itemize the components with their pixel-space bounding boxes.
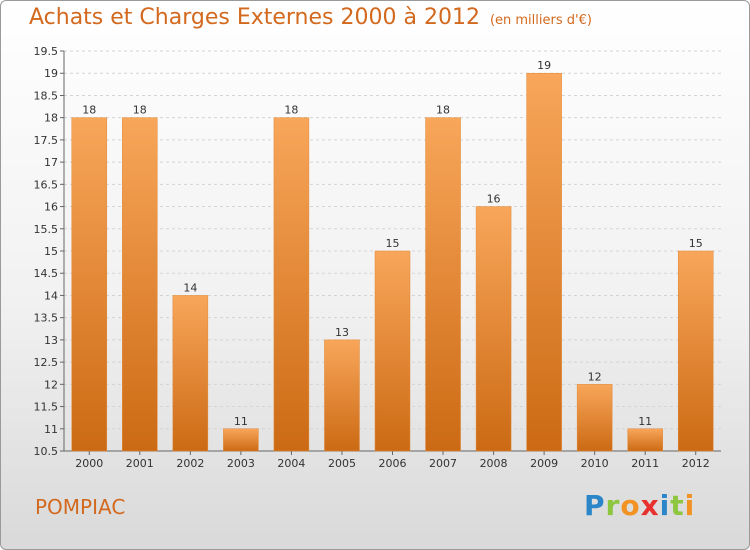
bar bbox=[273, 117, 310, 452]
labels: 10.5 11 11.5 12 12.5 13 13.5 14 14.5 15 15.5 16 16.5… bbox=[34, 45, 710, 470]
bar bbox=[71, 117, 108, 452]
y-tick-label: 17.5 bbox=[34, 134, 59, 147]
y-tick-label: 15 bbox=[44, 245, 58, 258]
y-tick-label: 11.5 bbox=[34, 401, 59, 414]
x-tick-label: 2000 bbox=[75, 457, 103, 470]
x-tick-label: 2008 bbox=[480, 457, 508, 470]
y-tick-label: 16.5 bbox=[34, 178, 59, 191]
title-text: Achats et Charges Externes 2000 à 2012 bbox=[29, 5, 480, 30]
x-tick-label: 2004 bbox=[277, 457, 305, 470]
bar bbox=[475, 206, 512, 452]
y-tick-label: 14 bbox=[44, 289, 58, 302]
x-tick-label: 2006 bbox=[379, 457, 407, 470]
bar bbox=[122, 117, 158, 452]
location-label: POMPIAC bbox=[35, 495, 126, 519]
logo-letter: o bbox=[620, 489, 641, 522]
bar bbox=[223, 428, 259, 452]
unit-label: (en milliers d'€) bbox=[489, 13, 592, 28]
x-tick-label: 2009 bbox=[530, 457, 558, 470]
bar-value-label: 18 bbox=[284, 104, 298, 117]
logo-letter: r bbox=[605, 489, 621, 522]
logo-letter: P bbox=[584, 489, 606, 522]
bar bbox=[677, 250, 714, 452]
logo-letter: i bbox=[659, 489, 671, 522]
x-tick-label: 2011 bbox=[631, 457, 659, 470]
x-tick-label: 2002 bbox=[176, 457, 204, 470]
logo-letter: t bbox=[670, 489, 685, 522]
y-tick-label: 13 bbox=[44, 334, 58, 347]
proxiti-logo: Proxiti bbox=[584, 489, 695, 522]
bar-value-label: 11 bbox=[234, 415, 248, 428]
y-tick-label: 12.5 bbox=[34, 356, 59, 369]
bar-value-label: 16 bbox=[487, 193, 501, 206]
logo-letter: x bbox=[640, 489, 660, 522]
y-tick-label: 18.5 bbox=[34, 89, 59, 102]
x-tick-label: 2001 bbox=[126, 457, 154, 470]
x-tick-label: 2007 bbox=[429, 457, 457, 470]
bar bbox=[425, 117, 461, 452]
bar-value-label: 15 bbox=[386, 237, 400, 250]
y-tick-label: 16 bbox=[44, 201, 58, 214]
bar-value-label: 15 bbox=[689, 237, 703, 250]
bar-value-label: 18 bbox=[133, 104, 147, 117]
logo-letter: i bbox=[684, 489, 696, 522]
y-tick-label: 12 bbox=[44, 378, 58, 391]
y-tick-label: 19 bbox=[44, 67, 58, 80]
bar-value-label: 19 bbox=[537, 59, 551, 72]
x-tick-label: 2010 bbox=[581, 457, 609, 470]
x-tick-label: 2003 bbox=[227, 457, 255, 470]
bar-value-label: 11 bbox=[638, 415, 652, 428]
y-tick-label: 13.5 bbox=[34, 312, 59, 325]
y-tick-label: 10.5 bbox=[34, 445, 59, 458]
y-tick-label: 19.5 bbox=[34, 45, 59, 58]
bar-value-label: 13 bbox=[335, 326, 349, 339]
bar-value-label: 12 bbox=[588, 370, 602, 383]
y-tick-label: 17 bbox=[44, 156, 58, 169]
bar-value-label: 18 bbox=[436, 104, 450, 117]
y-tick-label: 15.5 bbox=[34, 223, 59, 236]
chart-title: Achats et Charges Externes 2000 à 2012 (e… bbox=[29, 5, 592, 30]
bar-value-label: 18 bbox=[82, 104, 96, 117]
bar bbox=[526, 72, 562, 452]
bar bbox=[374, 250, 411, 452]
bar bbox=[576, 384, 613, 452]
y-tick-label: 11 bbox=[44, 423, 58, 436]
bar-value-label: 14 bbox=[183, 281, 197, 294]
x-tick-label: 2005 bbox=[328, 457, 356, 470]
bar bbox=[172, 295, 209, 452]
bar bbox=[324, 339, 360, 452]
bar bbox=[627, 428, 663, 452]
x-tick-label: 2012 bbox=[682, 457, 710, 470]
y-tick-label: 18 bbox=[44, 112, 58, 125]
y-tick-label: 14.5 bbox=[34, 267, 59, 280]
bars bbox=[71, 72, 714, 452]
